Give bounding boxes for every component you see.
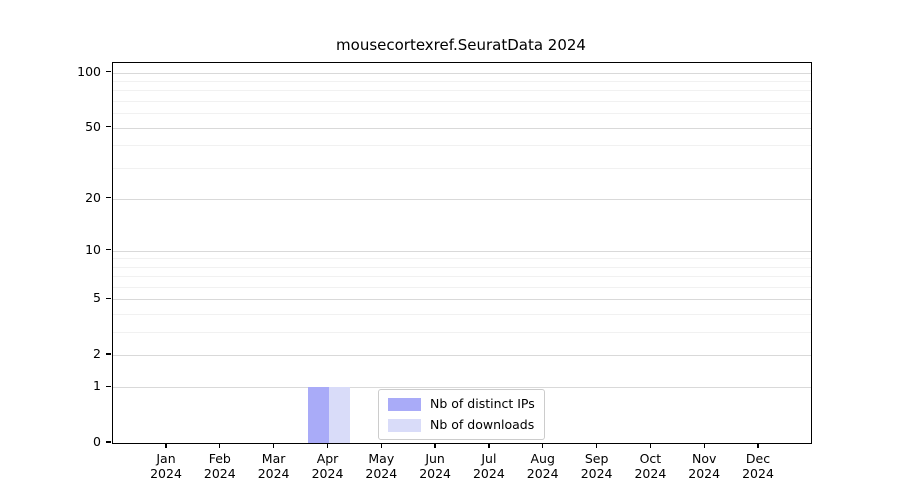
x-tick-label-apr: Apr 2024 [311,451,344,481]
x-tick-mar [272,443,275,448]
x-tick-may [380,443,382,448]
y-tick-label-50: 50 [85,118,101,134]
major-gridline-10 [113,250,811,252]
y-tick-50 [106,125,111,128]
major-gridline-50 [113,127,811,129]
y-tick-5 [106,297,111,299]
x-tick-oct [649,443,652,448]
minor-gridline-80 [113,90,811,92]
legend-entry-downloads: Nb of downloads [388,417,535,433]
x-tick-label-nov: Nov 2024 [688,451,721,481]
x-tick-feb [219,443,221,448]
major-gridline-100 [113,72,811,74]
x-tick-nov [703,443,705,448]
legend-swatch-downloads [388,418,421,432]
x-tick-label-may: May 2024 [365,451,398,481]
x-tick-label-dec: Dec 2024 [742,451,774,481]
legend-swatch-distinct-ips [388,397,421,411]
legend-entry-distinct-ips: Nb of distinct IPs [388,396,535,412]
x-tick-label-sep: Sep 2024 [580,451,613,481]
minor-gridline-6 [113,286,811,288]
minor-gridline-30 [113,167,811,169]
x-tick-jun [434,443,436,448]
minor-gridline-90 [113,81,811,83]
y-tick-label-0: 0 [93,434,101,449]
y-tick-100 [106,71,111,73]
y-tick-1 [106,385,111,388]
x-tick-apr [326,443,329,448]
minor-gridline-70 [113,101,811,102]
plot-area: Nb of distinct IPs Nb of downloads [112,62,812,444]
y-tick-label-5: 5 [93,290,101,306]
minor-gridline-40 [113,145,811,146]
x-tick-sep [595,443,598,448]
legend-label-downloads: Nb of downloads [430,417,535,432]
chart-title: mousecortexref.SeuratData 2024 [336,36,586,54]
x-tick-aug [542,443,544,448]
y-tick-20 [106,197,111,199]
x-tick-dec [757,443,759,448]
y-tick-label-100: 100 [77,63,101,79]
y-tick-label-10: 10 [85,241,101,257]
x-tick-label-jun: Jun 2024 [419,451,451,481]
minor-gridline-60 [113,113,811,115]
legend: Nb of distinct IPs Nb of downloads [378,389,545,440]
major-gridline-1 [113,387,811,389]
bar-apr-downloads [328,387,350,443]
x-tick-label-oct: Oct 2024 [634,451,667,481]
x-tick-label-aug: Aug 2024 [526,451,559,481]
y-tick-10 [106,248,111,251]
x-tick-label-jan: Jan 2024 [150,451,182,481]
minor-gridline-7 [113,276,811,278]
y-tick-2 [106,353,111,355]
major-gridline-2 [113,354,811,356]
y-tick-0 [106,441,111,443]
y-tick-label-1: 1 [93,378,101,394]
x-tick-label-feb: Feb 2024 [203,451,236,481]
x-tick-label-mar: Mar 2024 [257,451,290,481]
minor-gridline-3 [113,331,811,333]
legend-label-distinct-ips: Nb of distinct IPs [430,396,535,411]
y-tick-label-2: 2 [93,345,101,361]
bar-apr-distinct-ips [307,387,329,443]
y-tick-label-20: 20 [85,189,101,205]
major-gridline-5 [113,299,811,301]
minor-gridline-9 [113,258,811,260]
major-gridline-20 [113,198,811,200]
minor-gridline-4 [113,313,811,315]
x-tick-jul [488,443,490,448]
minor-gridline-8 [113,266,811,268]
x-tick-label-jul: Jul 2024 [472,451,505,481]
x-tick-jan [165,443,167,448]
